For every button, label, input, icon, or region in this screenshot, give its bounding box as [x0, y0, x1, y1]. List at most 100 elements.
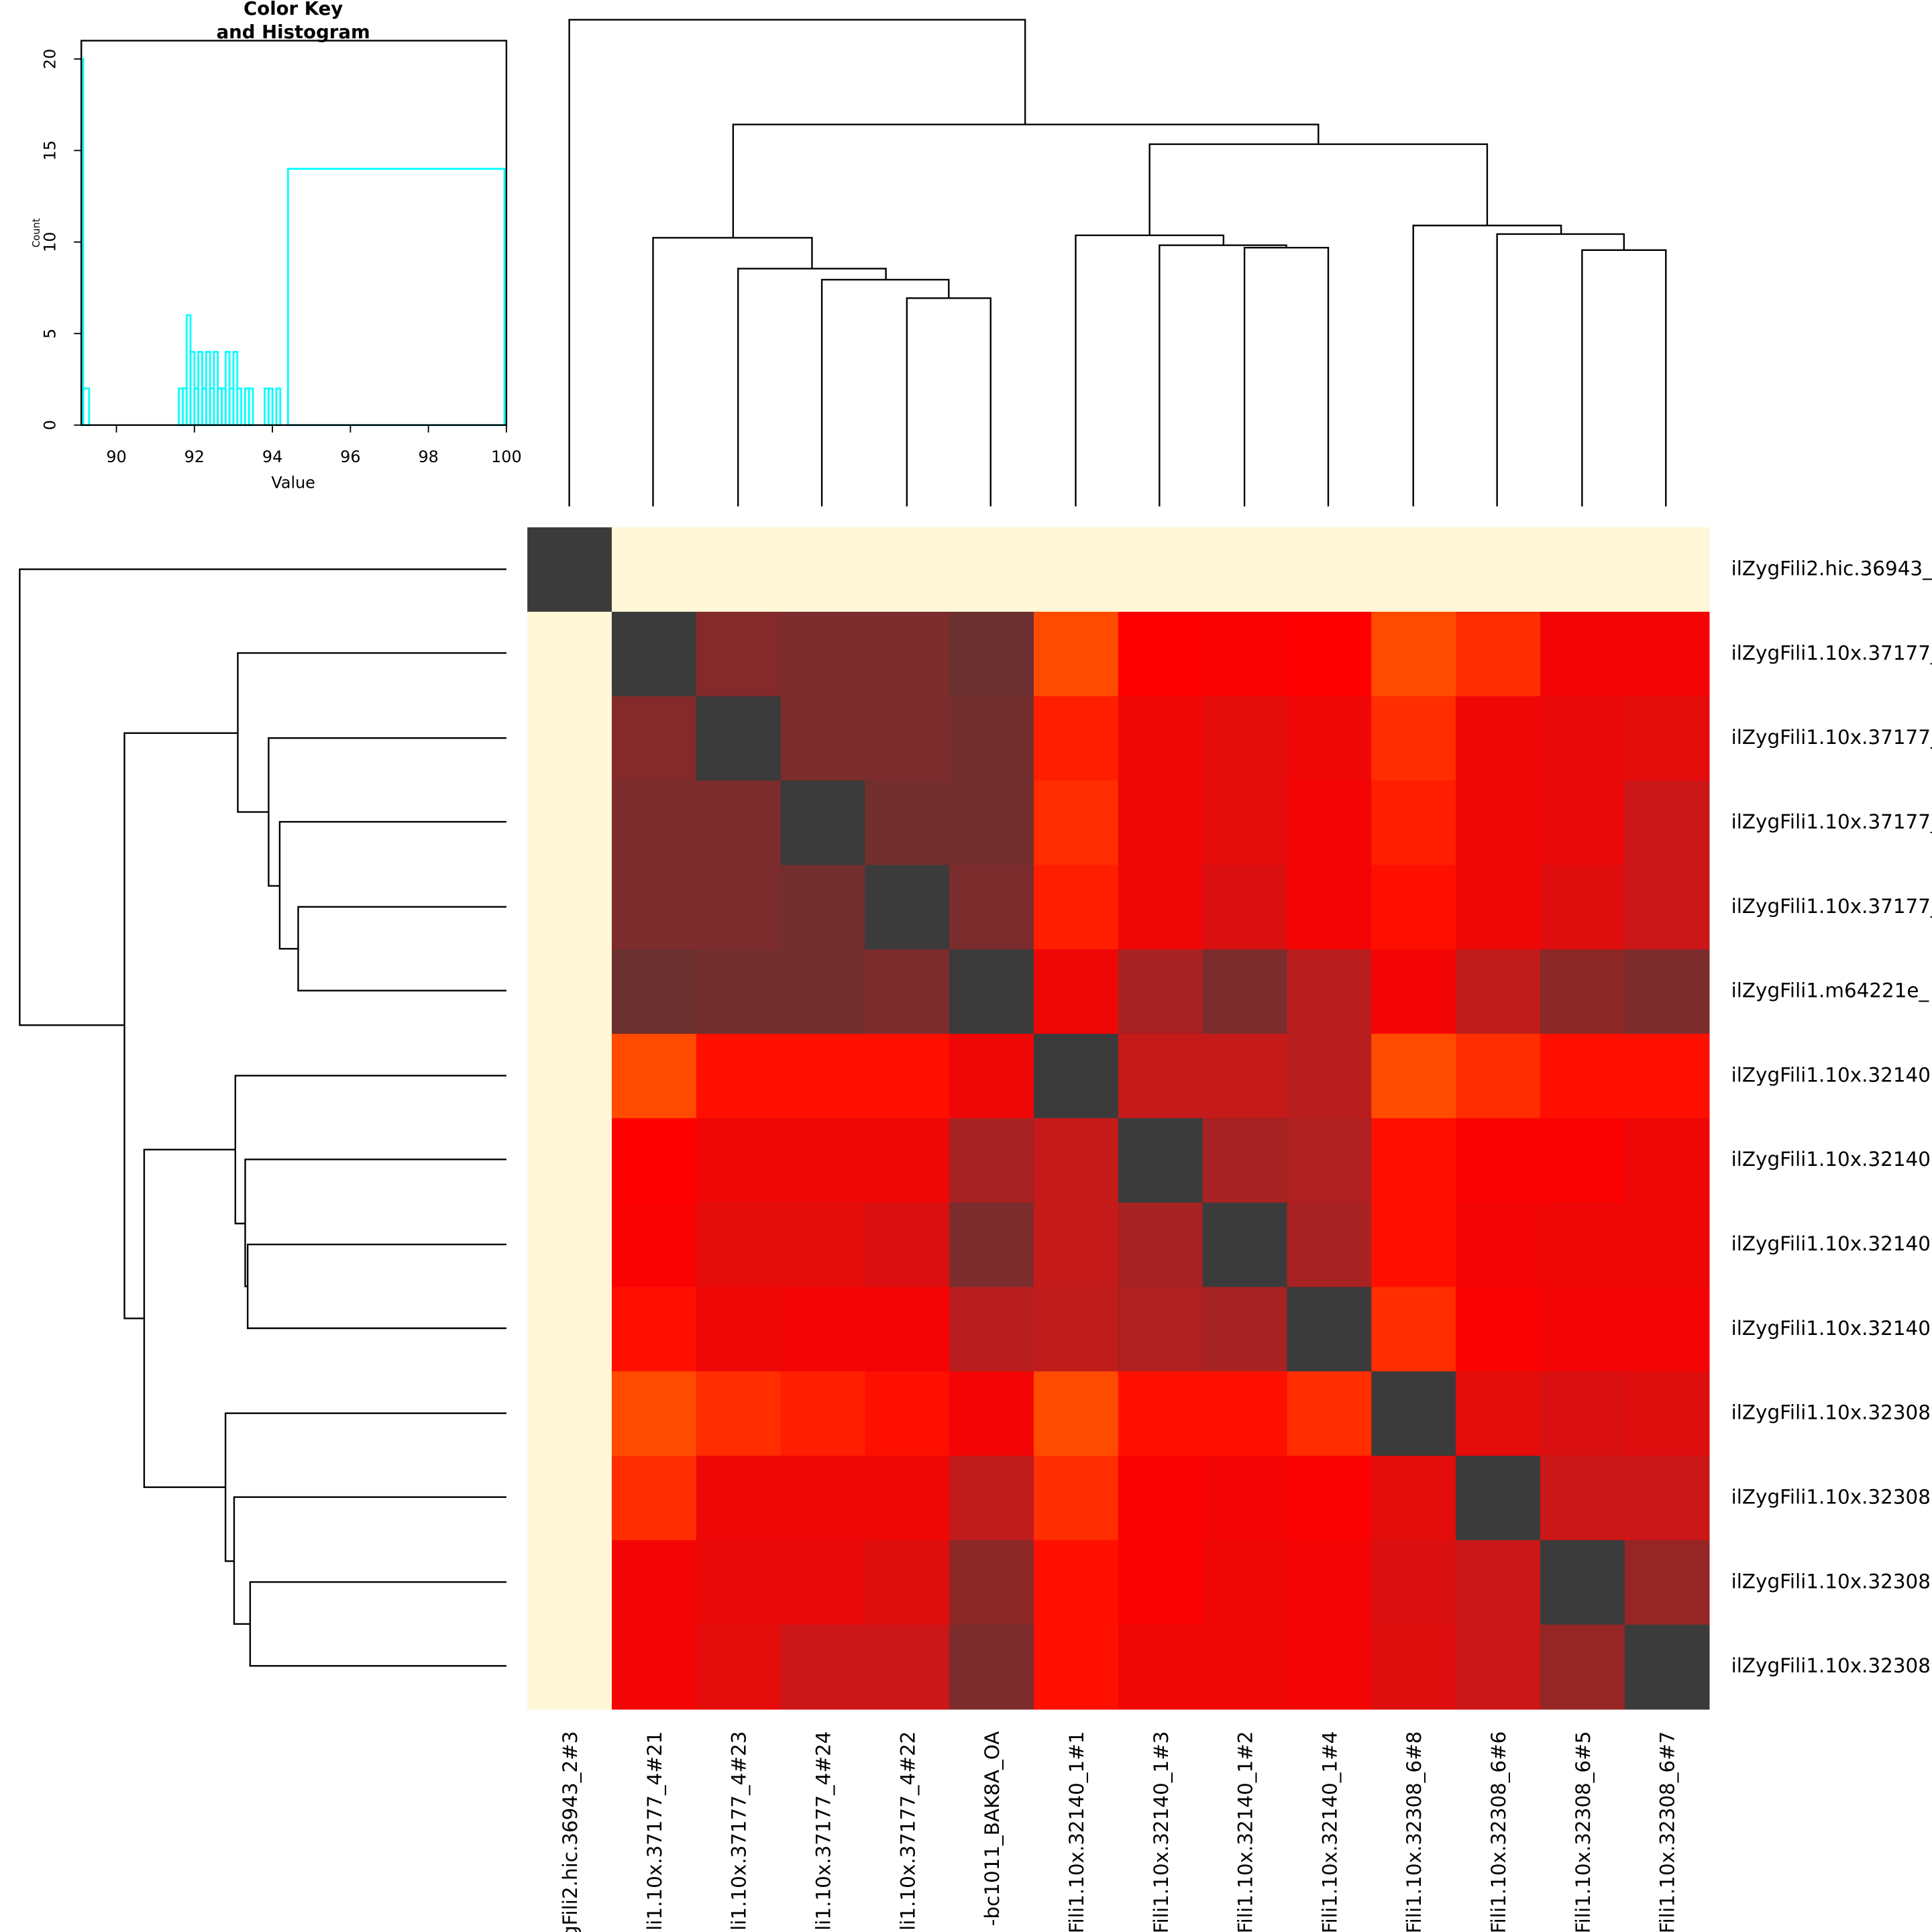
heatmap-cell	[1540, 949, 1625, 1034]
column-label: ili1.10x.37177_4#23	[728, 1731, 751, 1932]
row-label: ilZygFili2.hic.36943_	[1731, 557, 1932, 580]
histogram-bar	[82, 387, 91, 427]
heatmap-cell	[1202, 865, 1288, 951]
heatmap-cell	[1287, 696, 1373, 782]
heatmap-cell	[1456, 1287, 1541, 1373]
heatmap-cell	[1202, 1034, 1288, 1119]
heatmap-cell	[611, 865, 697, 951]
heatmap-cell	[865, 780, 951, 866]
row-label: ilZygFili1.10x.32140	[1731, 1232, 1931, 1255]
histogram-bar	[267, 387, 274, 427]
heatmap-cell	[696, 865, 782, 951]
heatmap-cell	[527, 1287, 612, 1373]
heatmap-cell	[780, 696, 866, 782]
heatmap-cell	[780, 1202, 866, 1288]
heatmap-cell	[949, 1371, 1034, 1457]
heatmap-cell	[1202, 1371, 1288, 1457]
heatmap-cell	[1118, 1540, 1203, 1625]
heatmap-cell	[1287, 527, 1373, 612]
heatmap-cell	[611, 1034, 697, 1119]
heatmap-cell	[527, 1624, 612, 1710]
heatmap-cell	[1034, 780, 1119, 866]
heatmap-cell	[1287, 1118, 1373, 1203]
heatmap-cell	[1456, 1202, 1541, 1288]
y-tick-label: 5	[41, 329, 60, 339]
row-dendrogram-link	[244, 1159, 506, 1287]
heatmap-cell	[780, 1118, 866, 1203]
heatmap-cell	[1456, 611, 1541, 697]
heatmap-cell	[1540, 1202, 1625, 1288]
heatmap-cell	[1118, 696, 1203, 782]
heatmap-cell	[611, 611, 697, 697]
column-dendrogram-link	[820, 278, 950, 506]
heatmap-cell	[780, 527, 866, 612]
heatmap-cell	[865, 1371, 951, 1457]
heatmap-cell	[1456, 1034, 1541, 1119]
heatmap-cell	[1287, 949, 1373, 1034]
heatmap-cell	[696, 780, 782, 866]
heatmap-cell	[780, 865, 866, 951]
heatmap-cell	[865, 1118, 951, 1203]
heatmap-cell	[865, 1202, 951, 1288]
heatmap-cell	[1371, 527, 1457, 612]
histogram-bar	[248, 387, 254, 427]
heatmap-cell	[1118, 1118, 1203, 1203]
heatmap-cell	[1287, 1540, 1373, 1625]
x-tick-label: 96	[340, 447, 360, 466]
heatmap-cell	[611, 1371, 697, 1457]
heatmap-cell	[1287, 1287, 1373, 1373]
heatmap-cell	[611, 949, 697, 1034]
column-label: Fili1.10x.32140_1#4	[1318, 1731, 1341, 1932]
heatmap-cell	[1624, 1287, 1710, 1373]
y-tick-label: 20	[41, 49, 60, 69]
row-dendrogram-link	[278, 820, 506, 950]
row-dendrogram-link	[233, 1496, 506, 1625]
heatmap-cell	[1287, 1371, 1373, 1457]
heatmap-cell	[780, 949, 866, 1034]
heatmap-cell	[1371, 949, 1457, 1034]
row-label: ilZygFili1.10x.37177_	[1731, 726, 1932, 749]
row-dendrogram-link	[224, 1412, 506, 1562]
heatmap-cell	[1202, 696, 1288, 782]
heatmap-cell	[1034, 1034, 1119, 1119]
heatmap-cell	[696, 1540, 782, 1625]
y-tick-label: 0	[41, 420, 60, 430]
heatmap-cell	[1287, 1624, 1373, 1710]
heatmap-cell	[1624, 780, 1710, 866]
histogram-title: and Histogram	[217, 21, 370, 43]
row-label: ilZygFili1.10x.32308	[1731, 1486, 1931, 1509]
column-label: Fili1.10x.32308_6#7	[1656, 1731, 1679, 1932]
heatmap-cell	[1034, 696, 1119, 782]
heatmap-cell	[696, 1371, 782, 1457]
heatmap-cell	[865, 1287, 951, 1373]
row-dendrogram-link	[246, 1243, 506, 1330]
heatmap-cell	[1624, 1624, 1710, 1710]
row-dendrogram-link	[249, 1581, 506, 1667]
heatmap-cell	[527, 1371, 612, 1457]
dendrograms	[19, 19, 1667, 1667]
heatmap-cell	[1118, 1202, 1203, 1288]
heatmap-cell	[611, 1202, 697, 1288]
heatmap-cell	[1287, 1456, 1373, 1541]
heatmap-cell	[1202, 949, 1288, 1034]
heatmap-cell	[1456, 1118, 1541, 1203]
heatmap-cell	[949, 865, 1034, 951]
heatmap-cell	[949, 1034, 1034, 1119]
heatmap-cell	[1540, 1371, 1625, 1457]
column-label: Fili1.10x.32308_6#8	[1403, 1731, 1426, 1932]
heatmap-cell	[949, 1456, 1034, 1541]
heatmap-cell	[1118, 527, 1203, 612]
heatmap-cell	[1118, 780, 1203, 866]
heatmap-cell	[780, 1371, 866, 1457]
column-dendrogram-link	[1075, 234, 1225, 506]
heatmap-cell	[1624, 611, 1710, 697]
heatmap-cell	[1540, 1540, 1625, 1625]
heatmap-cell	[949, 949, 1034, 1034]
heatmap-cell	[1624, 1034, 1710, 1119]
heatmap-cell	[1202, 611, 1288, 697]
column-dendrogram-link	[1243, 246, 1330, 506]
x-tick-label: 98	[418, 447, 438, 466]
heatmap-cell	[1034, 1456, 1119, 1541]
histogram-bar	[286, 168, 506, 427]
